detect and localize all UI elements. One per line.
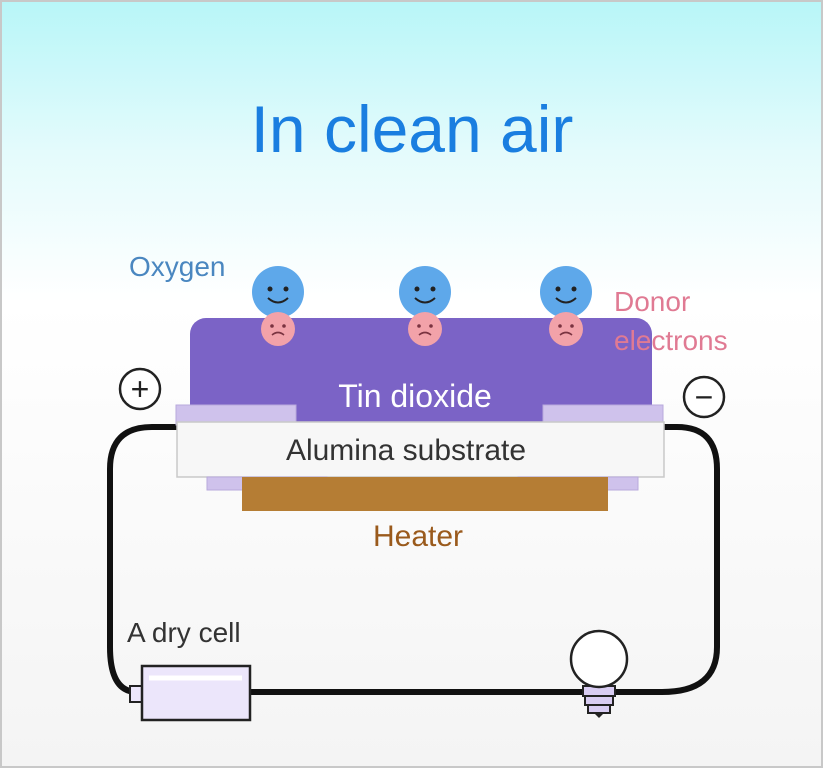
oxygen-label: Oxygen — [129, 251, 226, 282]
minus-sign: − — [695, 379, 714, 415]
smiling-face-icon — [252, 266, 304, 318]
dry-cell-label: A dry cell — [127, 617, 241, 648]
heater — [242, 477, 608, 511]
sad-face-icon — [408, 312, 442, 346]
alumina-substrate-label: Alumina substrate — [286, 434, 526, 467]
sad-face-icon — [549, 312, 583, 346]
tin-dioxide-label: Tin dioxide — [338, 378, 492, 414]
donor-label-line1: Donor — [614, 286, 690, 317]
smiling-face-icon — [399, 266, 451, 318]
circuit-wire — [107, 424, 720, 695]
plus-terminal-icon: + — [118, 367, 162, 411]
heater-label: Heater — [373, 520, 463, 553]
light-bulb-icon — [569, 629, 629, 718]
donor-label-line2: electrons — [614, 325, 728, 356]
plus-sign: + — [131, 371, 150, 407]
diagram-title: In clean air — [251, 92, 574, 166]
smiling-face-icon — [540, 266, 592, 318]
minus-terminal-icon: − — [682, 375, 726, 419]
sad-face-icon — [261, 312, 295, 346]
battery-icon — [129, 664, 252, 722]
tin-dioxide-layer — [190, 318, 652, 432]
alumina-substrate — [176, 421, 665, 478]
